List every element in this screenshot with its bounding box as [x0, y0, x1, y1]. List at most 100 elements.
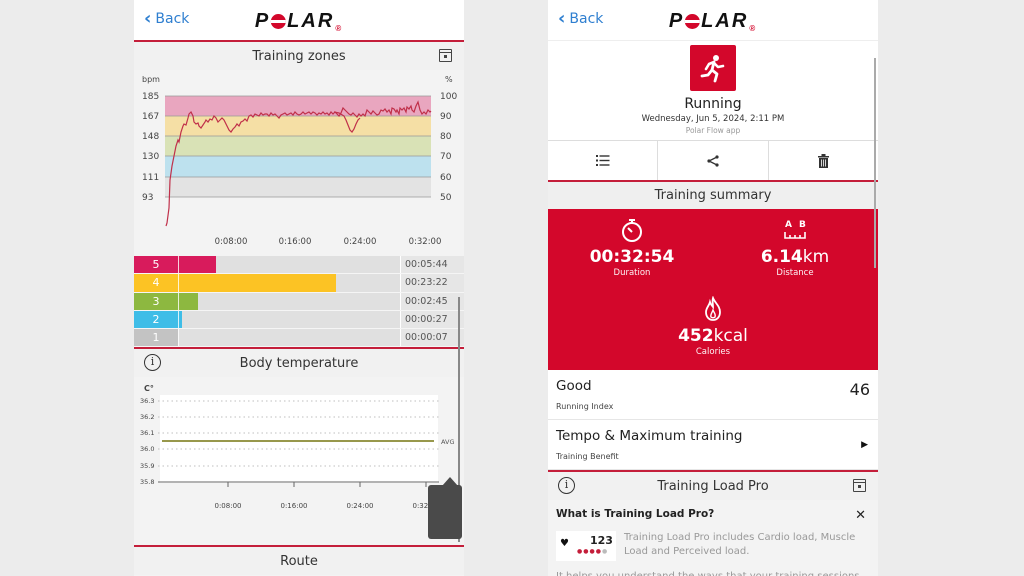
- svg-text:70: 70: [440, 152, 452, 162]
- training-benefit-row[interactable]: Tempo & Maximum training Training Benefi…: [548, 420, 878, 470]
- svg-text:0:16:00: 0:16:00: [279, 237, 312, 247]
- left-phone-screen: ‹ Back P LAR ® Training zones bpm %: [134, 0, 464, 576]
- zone-bar-track: 2: [134, 310, 400, 329]
- scrollbar-track[interactable]: [458, 297, 460, 542]
- svg-text:%: %: [445, 75, 453, 84]
- divider: [134, 545, 464, 548]
- heart-icon: ♥: [560, 538, 569, 549]
- duration-value: 00:32:54: [589, 247, 675, 267]
- duration-metric: 00:32:54 Duration: [567, 217, 697, 278]
- distance-icon: A B: [784, 220, 806, 239]
- svg-text:167: 167: [142, 112, 159, 122]
- top-bar: ‹ Back P LAR ®: [548, 0, 878, 40]
- body-temperature-header: i Body temperature: [134, 349, 464, 378]
- svg-text:0:08:00: 0:08:00: [215, 502, 242, 510]
- back-button[interactable]: ‹ Back: [558, 10, 603, 28]
- training-load-pro-header: i Training Load Pro: [548, 472, 878, 500]
- back-label: Back: [569, 11, 604, 27]
- zone-bar-fill: [134, 310, 182, 329]
- list-icon: [595, 155, 610, 166]
- svg-text:36.2: 36.2: [140, 413, 154, 421]
- zone-bar-track: 1: [134, 329, 400, 347]
- zone-number: 2: [152, 312, 160, 326]
- zone-row: 4 00:23:22: [134, 274, 464, 293]
- svg-text:0:32:00: 0:32:00: [413, 502, 440, 510]
- scrollbar-thumb[interactable]: [428, 477, 462, 539]
- polar-logo: P LAR ®: [668, 10, 758, 33]
- svg-text:AVG: AVG: [441, 438, 455, 446]
- load-dots: ●●●●●: [577, 548, 609, 555]
- divider: [134, 347, 464, 350]
- zone-number: 1: [152, 331, 160, 345]
- svg-text:80: 80: [440, 132, 452, 142]
- zone-row: 1 00:00:07: [134, 329, 464, 348]
- running-icon: [690, 45, 736, 91]
- zone-bar-fill: [134, 329, 178, 347]
- zone-bar-fill: [134, 292, 198, 310]
- polar-logo: P LAR ®: [254, 10, 344, 33]
- training-summary-header: Training summary: [548, 182, 878, 209]
- stopwatch-icon: [622, 219, 642, 242]
- info-icon[interactable]: i: [558, 477, 575, 494]
- info-icon[interactable]: i: [144, 354, 161, 372]
- zone-row: 2 00:00:27: [134, 310, 464, 330]
- svg-text:bpm: bpm: [142, 75, 160, 84]
- collapse-icon[interactable]: [853, 479, 866, 492]
- svg-text:C°: C°: [144, 384, 154, 393]
- action-bar: [548, 140, 878, 180]
- svg-text:35.8: 35.8: [140, 478, 154, 486]
- activity-header: Running Wednesday, Jun 5, 2024, 2:11 PM …: [548, 40, 878, 140]
- section-title: Training Load Pro: [657, 478, 769, 494]
- zone-bar-fill: [134, 256, 217, 274]
- svg-text:111: 111: [142, 173, 159, 183]
- svg-text:A: A: [785, 220, 792, 230]
- play-arrow-icon[interactable]: ▶: [861, 440, 868, 450]
- svg-text:185: 185: [142, 92, 159, 102]
- training-load-thumbnail: ♥ 123 ●●●●●: [556, 531, 616, 561]
- svg-text:0:32:00: 0:32:00: [409, 237, 442, 247]
- zone-bar-fill: [134, 274, 337, 292]
- section-title: Route: [280, 553, 318, 569]
- running-index-value: 46: [849, 380, 870, 399]
- zone-bar-track: 5: [134, 256, 400, 274]
- svg-text:100: 100: [440, 92, 457, 102]
- svg-text:90: 90: [440, 112, 452, 122]
- top-bar: ‹ Back P LAR ®: [134, 0, 464, 40]
- running-index-row: Good Running Index 46: [548, 370, 878, 420]
- details-button[interactable]: [548, 141, 659, 180]
- calories-metric: 452kcal Calories: [648, 295, 778, 357]
- body-temperature-chart: C° AVG 36.3 36.2 36.1 36.0 35.9 35.8 0:08:00 0…: [134, 377, 464, 546]
- running-index-rating: Good: [556, 378, 592, 394]
- delete-button[interactable]: [769, 141, 878, 180]
- svg-text:0:24:00: 0:24:00: [344, 237, 377, 247]
- calories-label: Calories: [695, 347, 731, 357]
- info-description: Training Load Pro includes Cardio load, …: [624, 532, 856, 557]
- scrollbar[interactable]: [874, 58, 876, 268]
- divider: [548, 470, 878, 472]
- zone-number: 5: [152, 258, 160, 271]
- svg-text:93: 93: [142, 193, 153, 203]
- back-button[interactable]: ‹ Back: [144, 10, 189, 28]
- collapse-icon[interactable]: [439, 49, 452, 62]
- distance-metric: A B 6.14km Distance: [730, 217, 860, 278]
- svg-text:36.3: 36.3: [140, 397, 154, 405]
- close-icon[interactable]: ✕: [855, 508, 866, 523]
- route-header[interactable]: Route: [134, 547, 464, 576]
- right-phone-screen: ‹ Back P LAR ® Running Wednesday, Jun 5, 2…: [548, 0, 878, 576]
- duration-label: Duration: [613, 268, 651, 278]
- zone-bar-track: 4: [134, 274, 400, 292]
- section-title: Body temperature: [239, 355, 359, 371]
- zone-time: 00:00:27: [400, 310, 464, 329]
- zone-row: 3 00:02:45: [134, 292, 464, 311]
- session-source: Polar Flow app: [685, 126, 741, 135]
- svg-text:0:24:00: 0:24:00: [347, 502, 374, 510]
- zone-row: 5 00:05:44: [134, 256, 464, 275]
- zone-number: 4: [152, 276, 160, 290]
- share-button[interactable]: [658, 141, 769, 180]
- heart-rate-chart: bpm % 185 167 148 130 111 93 100 90 80 70 60 50 0:…: [134, 70, 464, 256]
- training-benefit-value: Tempo & Maximum training: [556, 428, 743, 444]
- svg-text:36.1: 36.1: [140, 429, 154, 437]
- zone-time: 00:23:22: [400, 274, 464, 292]
- training-load-pro-info: What is Training Load Pro? ✕ ♥ 123 ●●●●●…: [548, 500, 878, 576]
- info-question: What is Training Load Pro?: [556, 508, 715, 520]
